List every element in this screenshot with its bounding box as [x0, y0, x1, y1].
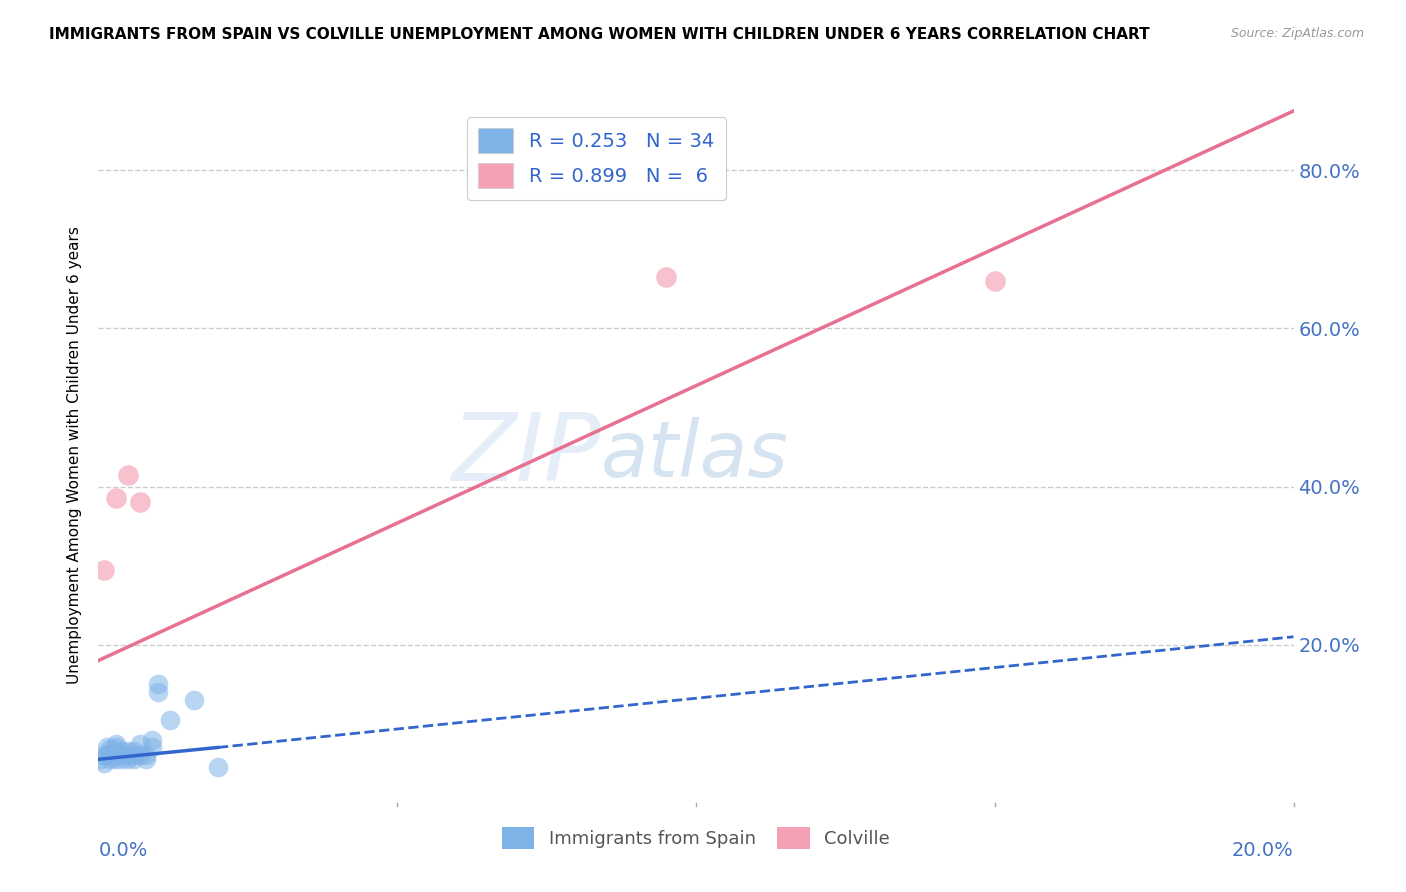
- Point: [135, 748, 157, 763]
- Point: [105, 752, 128, 766]
- Point: [100, 747, 122, 761]
- Point: [105, 740, 128, 755]
- Text: 20.0%: 20.0%: [1232, 841, 1294, 860]
- Point: [129, 495, 152, 509]
- Point: [135, 752, 157, 766]
- Point: [124, 748, 146, 763]
- Point: [148, 677, 170, 691]
- Point: [111, 744, 134, 758]
- Point: [105, 744, 128, 758]
- Legend: Immigrants from Spain, Colville: Immigrants from Spain, Colville: [495, 820, 897, 856]
- Point: [141, 732, 163, 747]
- Point: [984, 274, 1007, 288]
- Point: [117, 744, 139, 758]
- Point: [655, 270, 678, 285]
- Point: [96, 748, 118, 763]
- Point: [96, 740, 118, 755]
- Point: [117, 467, 139, 482]
- Text: Source: ZipAtlas.com: Source: ZipAtlas.com: [1230, 27, 1364, 40]
- Point: [111, 747, 134, 761]
- Point: [105, 491, 128, 506]
- Point: [207, 760, 229, 774]
- Point: [108, 748, 131, 763]
- Point: [124, 752, 146, 766]
- Point: [103, 750, 125, 764]
- Text: atlas: atlas: [600, 417, 789, 493]
- Text: 0.0%: 0.0%: [98, 841, 148, 860]
- Point: [141, 740, 163, 755]
- Point: [93, 748, 115, 763]
- Point: [93, 756, 115, 771]
- Point: [100, 752, 122, 766]
- Point: [129, 748, 152, 763]
- Text: IMMIGRANTS FROM SPAIN VS COLVILLE UNEMPLOYMENT AMONG WOMEN WITH CHILDREN UNDER 6: IMMIGRANTS FROM SPAIN VS COLVILLE UNEMPL…: [49, 27, 1150, 42]
- Point: [148, 685, 170, 699]
- Point: [124, 744, 146, 758]
- Point: [117, 752, 139, 766]
- Point: [159, 713, 181, 727]
- Y-axis label: Unemployment Among Women with Children Under 6 years: Unemployment Among Women with Children U…: [67, 226, 83, 684]
- Point: [100, 742, 122, 756]
- Point: [90, 752, 112, 766]
- Text: ZIP: ZIP: [451, 409, 600, 500]
- Point: [105, 737, 128, 751]
- Point: [111, 752, 134, 766]
- Point: [117, 748, 139, 763]
- Point: [129, 737, 152, 751]
- Point: [93, 563, 115, 577]
- Point: [183, 693, 205, 707]
